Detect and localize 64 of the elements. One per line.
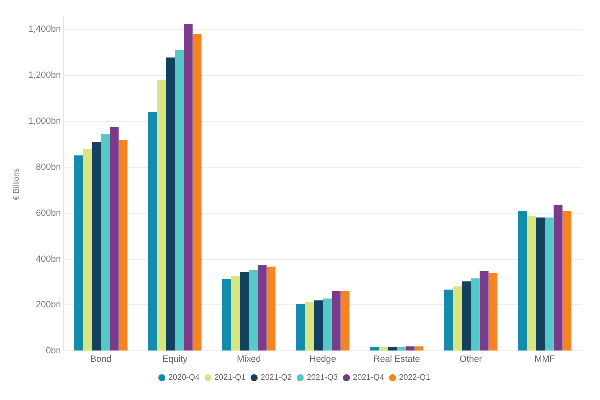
bar — [406, 346, 415, 351]
legend-label: 2021-Q2 — [260, 373, 293, 382]
bar — [453, 286, 462, 351]
y-tick-label: 600bn — [36, 208, 62, 218]
y-tick-label: 400bn — [36, 254, 62, 264]
x-tick-label: Real Estate — [374, 354, 420, 364]
legend-label: 2021-Q4 — [353, 373, 385, 382]
bar — [314, 300, 324, 351]
bar — [536, 218, 546, 351]
bar — [379, 347, 388, 351]
bar — [370, 347, 380, 351]
bar — [240, 272, 250, 351]
bar — [518, 211, 528, 351]
x-tick-label: MMF — [534, 354, 556, 364]
x-tick-label: Bond — [90, 354, 112, 364]
bar — [332, 290, 341, 351]
x-tick-label: Mixed — [237, 354, 262, 364]
legend-label: 2022-Q1 — [399, 373, 431, 382]
bar — [249, 270, 258, 351]
bar — [166, 58, 176, 351]
bar — [83, 148, 92, 351]
y-tick-label: 800bn — [36, 162, 62, 172]
y-tick-label: 1,000bn — [28, 116, 62, 126]
y-tick-label: 0bn — [46, 346, 62, 356]
bar — [471, 278, 480, 351]
x-tick-label: Other — [460, 354, 482, 364]
bar — [148, 112, 158, 351]
y-tick-label: 1,200bn — [28, 70, 62, 80]
y-tick-label: 1,400bn — [28, 24, 62, 34]
bar — [323, 298, 332, 351]
y-axis-title: € Billions — [12, 168, 22, 201]
bar — [231, 276, 240, 351]
bar — [92, 142, 102, 351]
y-tick-label: 200bn — [36, 300, 62, 310]
bar — [192, 34, 202, 351]
bar — [296, 304, 306, 351]
bar — [562, 211, 572, 351]
bar — [175, 50, 184, 351]
x-tick-label: Equity — [162, 354, 188, 364]
x-tick-label: Hedge — [310, 354, 336, 364]
bar — [118, 140, 128, 351]
bar — [157, 80, 166, 351]
bar — [414, 346, 424, 351]
bar — [554, 206, 563, 351]
bar — [444, 290, 454, 351]
bar — [545, 218, 554, 351]
bar — [74, 156, 84, 351]
bar — [305, 302, 314, 351]
bar — [488, 274, 498, 351]
bar — [101, 134, 110, 351]
bar — [462, 282, 472, 351]
bar — [480, 271, 489, 351]
bar — [340, 290, 350, 351]
legend-label: 2021-Q3 — [307, 373, 339, 382]
legend-label: 2021-Q1 — [214, 373, 246, 382]
legend-label: 2020-Q4 — [168, 373, 200, 382]
bar — [184, 24, 193, 351]
bar — [397, 347, 406, 351]
bar — [110, 127, 119, 351]
bar — [527, 216, 536, 351]
bar — [258, 265, 267, 351]
bar — [388, 347, 398, 351]
bar — [266, 266, 276, 351]
bar — [222, 280, 232, 351]
